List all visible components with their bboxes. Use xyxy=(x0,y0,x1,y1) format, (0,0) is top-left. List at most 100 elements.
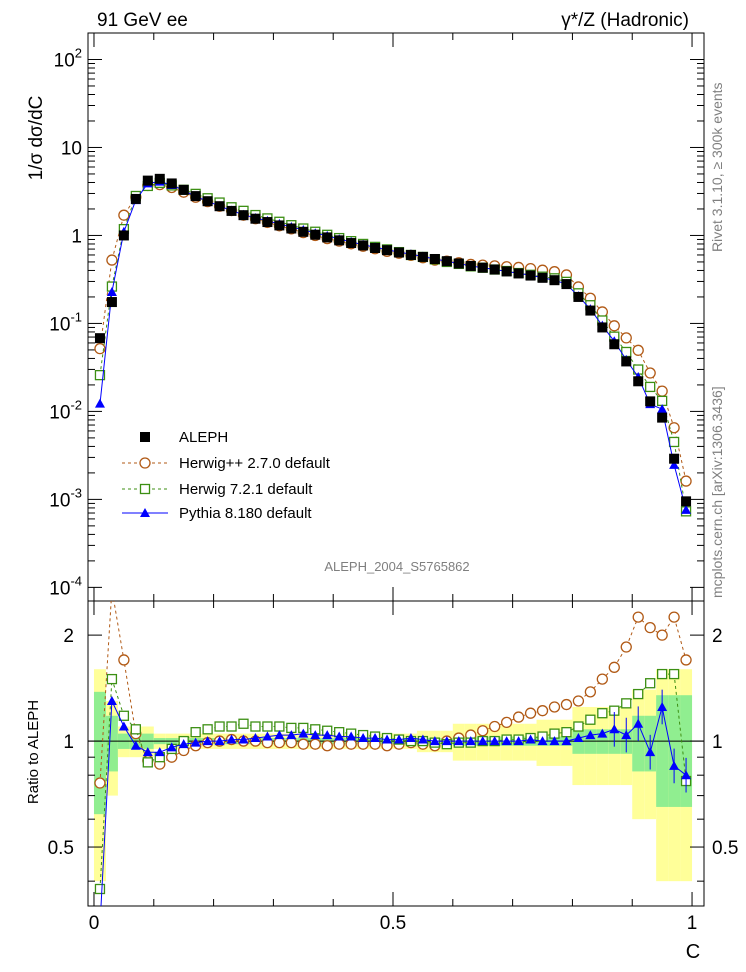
legend-entry: Herwig++ 2.7.0 default xyxy=(122,455,331,472)
ratio-point xyxy=(262,731,273,741)
ratio-point xyxy=(512,711,525,723)
data-point-aleph xyxy=(130,193,141,204)
ratio-point xyxy=(668,668,680,680)
ratio-point xyxy=(477,725,489,737)
uncertainty-bands xyxy=(88,669,704,882)
data-point-aleph xyxy=(214,201,225,212)
data-point-aleph xyxy=(106,297,117,308)
data-point-aleph xyxy=(370,242,381,253)
ratio-point xyxy=(669,760,680,770)
data-point-aleph xyxy=(537,272,548,283)
data-point-top xyxy=(106,254,118,266)
legend-label: ALEPH xyxy=(179,429,228,446)
ratio-point xyxy=(226,721,237,732)
ratio-point xyxy=(537,736,548,746)
ratio-point xyxy=(297,738,309,750)
analysis-label: ALEPH_2004_S5765862 xyxy=(324,559,469,574)
ratio-point xyxy=(106,673,118,685)
ratio-point xyxy=(620,641,632,653)
ratio-point xyxy=(597,728,608,738)
ratio-point xyxy=(345,738,357,750)
ratio-point xyxy=(202,736,213,746)
ratio-point xyxy=(549,736,560,746)
mcplots-label: mcplots.cern.ch [arXiv:1306.3436] xyxy=(709,386,725,598)
y-axis-label-top: 1/σ dσ/dC xyxy=(26,96,47,181)
data-point-aleph xyxy=(489,264,500,275)
data-point-aleph xyxy=(358,240,369,251)
ratio-point xyxy=(561,727,572,738)
y-tick-label-bottom-right: 2 xyxy=(712,626,723,647)
data-point-aleph xyxy=(94,333,105,344)
data-point-aleph xyxy=(226,205,237,216)
data-point-top xyxy=(656,395,668,407)
y-tick-label-top: 10-3 xyxy=(49,485,82,511)
ratio-point xyxy=(465,736,476,746)
ratio-point xyxy=(573,721,584,732)
data-point-aleph xyxy=(573,291,584,302)
data-point-aleph xyxy=(513,268,524,279)
ratio-point xyxy=(584,686,597,698)
ratio-point xyxy=(561,736,572,746)
ratio-point xyxy=(453,736,464,746)
ratio-point xyxy=(621,698,632,709)
data-point-aleph xyxy=(441,256,452,267)
data-point-top xyxy=(94,343,106,355)
ratio-point xyxy=(609,724,620,734)
ratio-point xyxy=(298,728,309,738)
legend-label: Herwig++ 2.7.0 default xyxy=(179,455,331,472)
y-tick-label-bottom: 1 xyxy=(63,732,74,753)
data-point-aleph xyxy=(477,262,488,273)
legend-entry: ALEPH xyxy=(140,429,228,446)
data-point-top xyxy=(608,320,620,332)
data-point-aleph xyxy=(190,191,201,202)
ratio-point xyxy=(500,716,513,729)
data-point-aleph xyxy=(238,210,249,221)
ratio-point xyxy=(154,747,165,757)
ratio-point xyxy=(657,701,668,711)
legend-label: Pythia 8.180 default xyxy=(179,505,312,522)
ratio-point xyxy=(621,730,632,740)
y-tick-label-bottom-right: 1 xyxy=(712,732,723,753)
data-point-top xyxy=(668,436,680,448)
ratio-point xyxy=(668,611,680,623)
ratio-point xyxy=(417,734,428,744)
data-point-top xyxy=(681,504,692,514)
data-point-aleph xyxy=(202,196,213,207)
ratio-point xyxy=(477,736,488,746)
ratio-point xyxy=(525,734,536,744)
data-point-aleph xyxy=(501,266,512,277)
data-point-aleph xyxy=(453,258,464,269)
ratio-point xyxy=(178,739,189,749)
bottom-frame xyxy=(87,600,705,907)
data-point-aleph xyxy=(262,217,273,228)
legend-label: Herwig 7.2.1 default xyxy=(179,481,313,498)
x-tick-label: 1 xyxy=(687,913,698,934)
ratio-point xyxy=(585,714,596,725)
legend-marker xyxy=(139,483,151,495)
ratio-point xyxy=(501,736,512,746)
legend: ALEPH Herwig++ 2.7.0 default Herwig 7.2.1 … xyxy=(122,429,331,522)
stat-band xyxy=(105,715,118,772)
ratio-point xyxy=(333,738,345,750)
data-point-aleph xyxy=(597,322,608,333)
ratio-point xyxy=(393,734,404,744)
data-point-aleph xyxy=(382,245,393,256)
data-point-aleph xyxy=(154,173,165,184)
ratio-series-2 xyxy=(100,689,692,906)
ratio-point xyxy=(681,770,692,780)
ratio-point xyxy=(238,734,249,744)
y-tick-label-bottom: 0.5 xyxy=(48,838,74,859)
data-point-top xyxy=(668,422,680,434)
series-layer xyxy=(94,173,692,906)
axes: 0 0.5 1 10-4 10-3 10-2 10-1 1 10 102 0.5 0.5 1 1 2 2 xyxy=(48,32,738,934)
ratio-point xyxy=(309,738,321,750)
y-axis-label-bottom: Ratio to ALEPH xyxy=(25,700,42,804)
data-point-top xyxy=(620,332,632,344)
y-tick-label-top: 102 xyxy=(54,45,82,71)
data-point-aleph xyxy=(525,270,536,281)
ratio-point xyxy=(118,654,130,666)
ratio-point xyxy=(608,661,620,673)
data-point-top xyxy=(106,287,117,297)
ratio-point xyxy=(250,733,261,743)
legend-marker xyxy=(140,432,150,442)
